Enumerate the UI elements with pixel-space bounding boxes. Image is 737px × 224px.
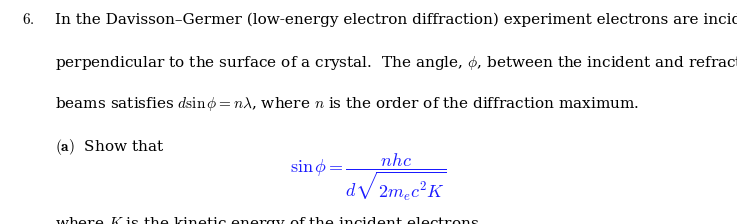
Text: $\mathbf{(a)}$  Show that: $\mathbf{(a)}$ Show that (55, 137, 164, 157)
Text: $\mathbf{6.}$: $\mathbf{6.}$ (22, 12, 35, 27)
Text: where $K$ is the kinetic energy of the incident electrons.: where $K$ is the kinetic energy of the i… (55, 215, 483, 224)
Text: beams satisfies $d\sin\phi = n\lambda$, where $n$ is the order of the diffractio: beams satisfies $d\sin\phi = n\lambda$, … (55, 95, 640, 113)
Text: perpendicular to the surface of a crystal.  The angle, $\phi$, between the incid: perpendicular to the surface of a crysta… (55, 54, 737, 72)
Text: $\sin\phi = \dfrac{nhc}{d\sqrt{2m_e c^2 K}}$: $\sin\phi = \dfrac{nhc}{d\sqrt{2m_e c^2 … (290, 151, 447, 203)
Text: In the Davisson–Germer (low-energy electron diffraction) experiment electrons ar: In the Davisson–Germer (low-energy elect… (55, 12, 737, 27)
